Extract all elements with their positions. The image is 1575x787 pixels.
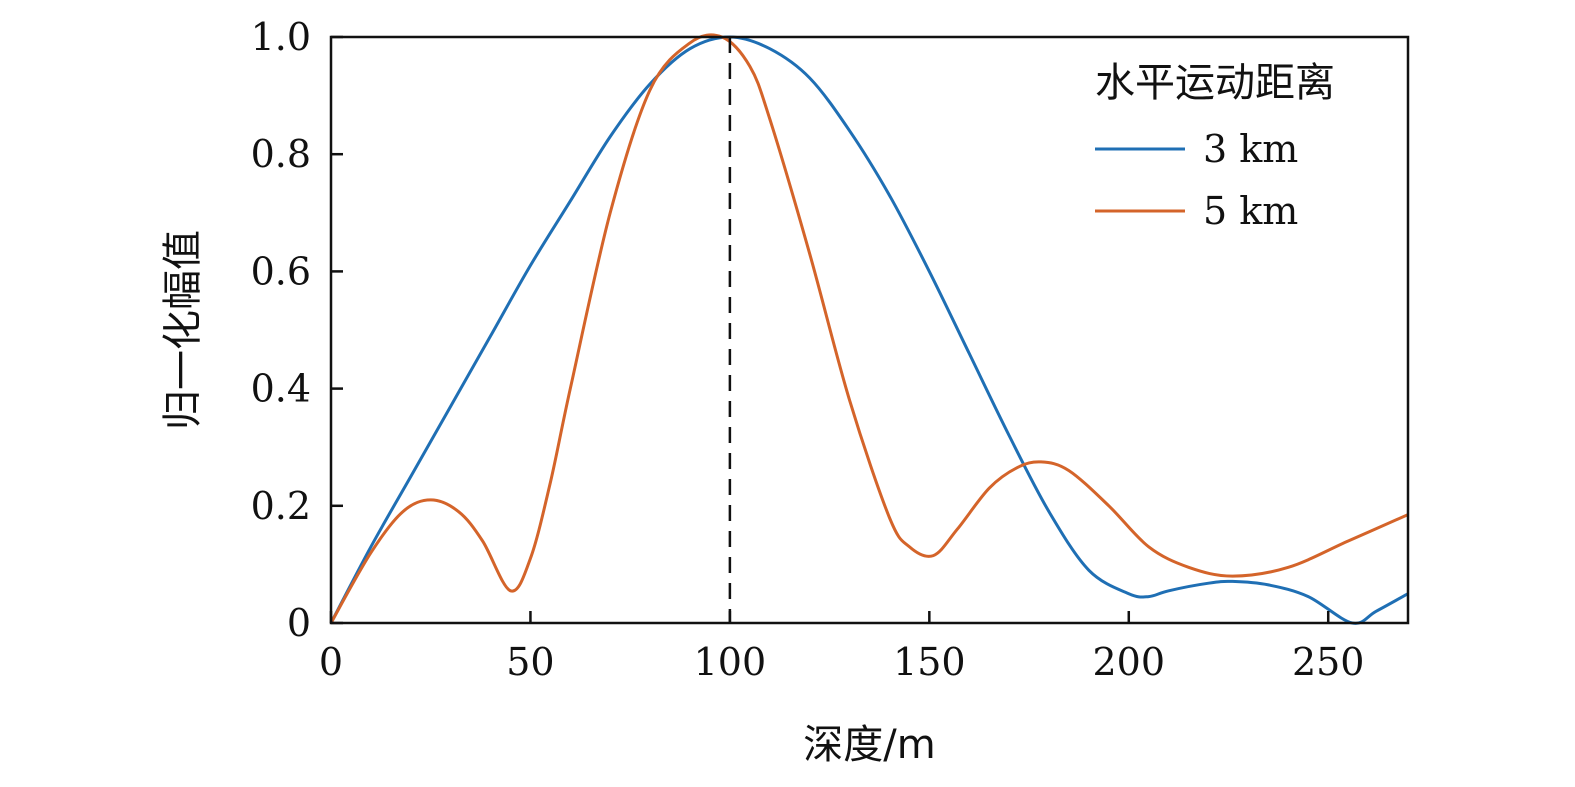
legend-label-3km: 3 km xyxy=(1203,127,1298,171)
y-tick-label: 0 xyxy=(287,601,311,645)
y-tick-label: 1.0 xyxy=(251,15,311,59)
y-tick-label: 0.2 xyxy=(251,484,311,528)
legend: 水平运动距离 3 km 5 km xyxy=(1095,60,1335,233)
x-tick-label: 100 xyxy=(694,640,767,684)
y-tick-label: 0.6 xyxy=(251,249,311,293)
x-tick-label: 250 xyxy=(1292,640,1365,684)
x-tick-label: 200 xyxy=(1093,640,1166,684)
y-tick-label: 0.8 xyxy=(251,132,311,176)
legend-label-5km: 5 km xyxy=(1203,189,1298,233)
series-line-3km xyxy=(329,35,1409,625)
x-axis-label: 深度/m xyxy=(803,722,935,768)
x-tick-label: 150 xyxy=(893,640,966,684)
x-tick-label: 50 xyxy=(506,640,554,684)
y-tick-label: 0.4 xyxy=(251,367,311,411)
plot-curves xyxy=(329,33,1409,625)
y-axis-label: 归一化幅值 xyxy=(160,230,206,430)
tick-labels: 0 50 100 150 200 250 0 0.2 0.4 0.6 0.8 1.0 xyxy=(251,15,1365,684)
x-tick-label: 0 xyxy=(319,640,343,684)
series-line-5km xyxy=(329,33,1409,624)
legend-title: 水平运动距离 xyxy=(1095,60,1335,106)
plot-frame xyxy=(329,35,1410,625)
axis-ticks xyxy=(329,35,1330,625)
